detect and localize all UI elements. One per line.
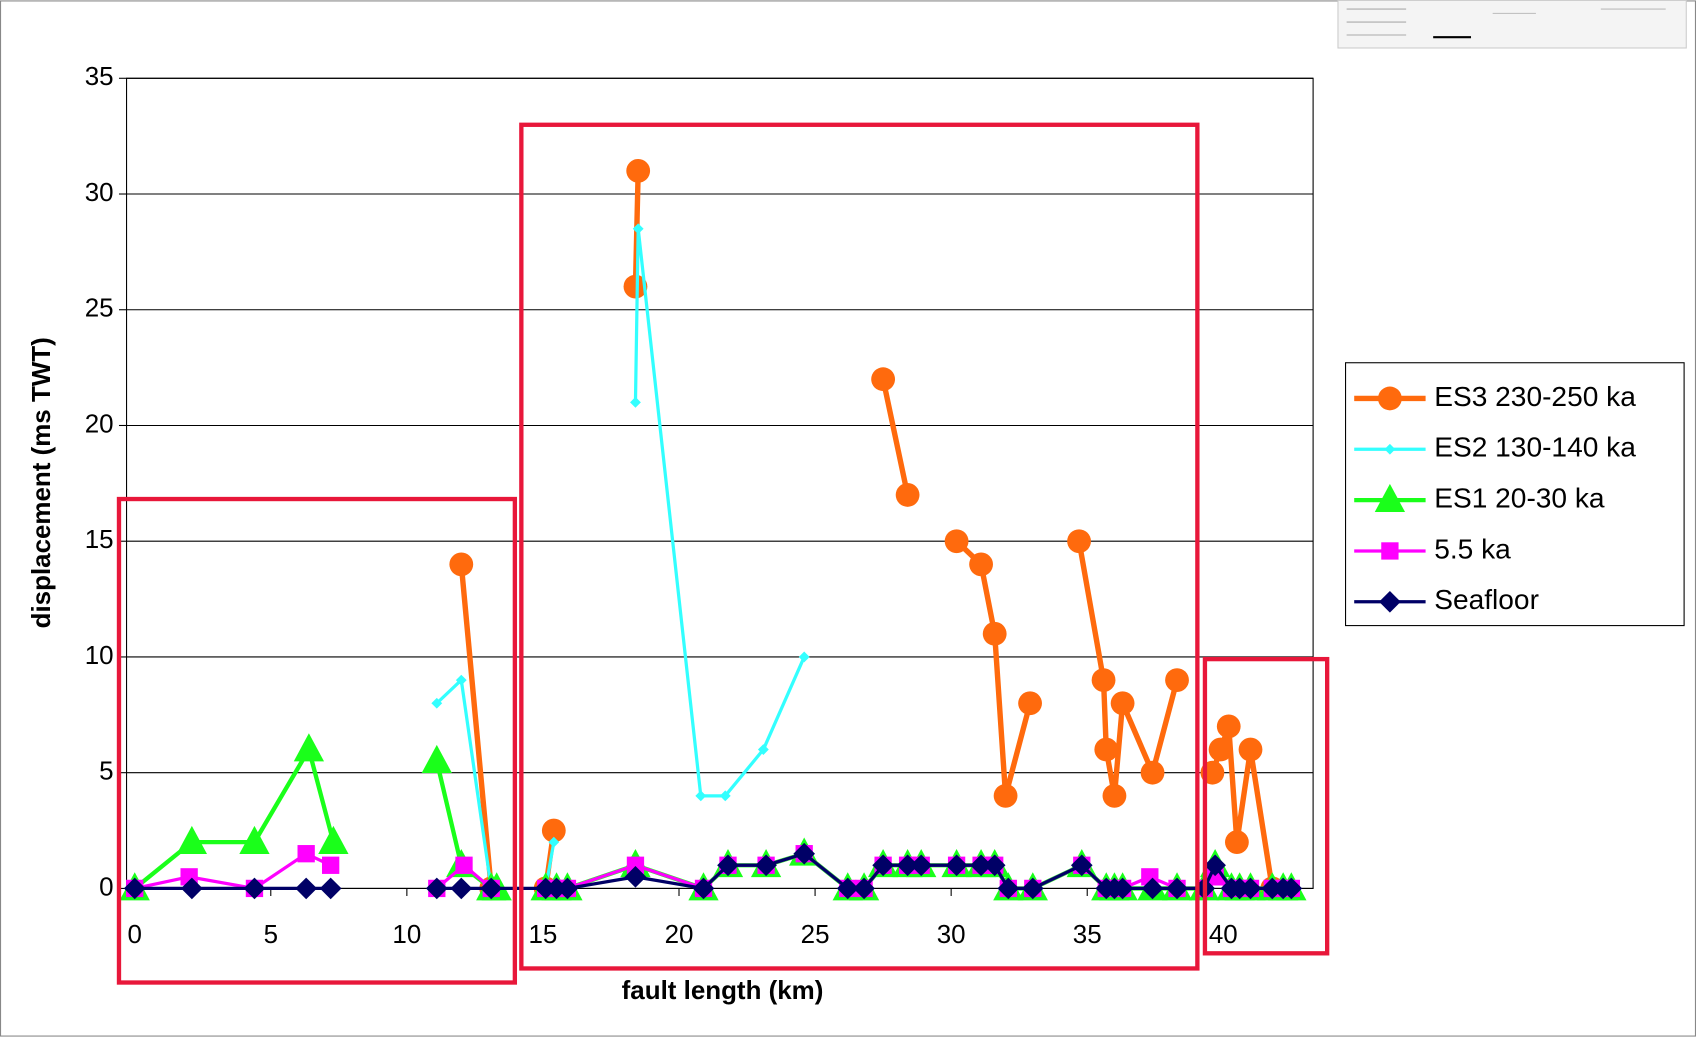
y-tick-label: 15 bbox=[85, 526, 114, 554]
y-tick-label: 35 bbox=[85, 63, 114, 91]
x-tick-label: 5 bbox=[264, 921, 278, 949]
marker bbox=[1165, 668, 1189, 692]
map-thumbnail bbox=[1338, 0, 1686, 48]
page: {"chart_data": {"type": "line", "x_label… bbox=[0, 0, 1696, 1037]
legend-label: ES1 20-30 ka bbox=[1434, 483, 1605, 514]
marker bbox=[449, 552, 473, 576]
marker bbox=[1092, 668, 1116, 692]
x-tick-label: 0 bbox=[127, 921, 141, 949]
marker bbox=[1225, 830, 1249, 854]
x-tick-label: 35 bbox=[1073, 921, 1102, 949]
marker bbox=[969, 552, 993, 576]
marker bbox=[896, 483, 920, 507]
marker bbox=[1217, 714, 1241, 738]
marker bbox=[298, 845, 315, 862]
marker bbox=[1378, 387, 1402, 411]
x-tick-label: 30 bbox=[937, 921, 966, 949]
marker bbox=[1018, 691, 1042, 715]
marker bbox=[983, 622, 1007, 646]
x-tick-label: 25 bbox=[801, 921, 830, 949]
legend-label: Seafloor bbox=[1434, 584, 1539, 615]
marker bbox=[945, 529, 969, 553]
marker bbox=[455, 857, 472, 874]
marker bbox=[1141, 761, 1165, 785]
y-tick-label: 20 bbox=[85, 410, 114, 438]
marker bbox=[1111, 691, 1135, 715]
marker bbox=[322, 857, 339, 874]
marker bbox=[1067, 529, 1091, 553]
legend-label: ES3 230-250 ka bbox=[1434, 381, 1636, 412]
x-tick-label: 40 bbox=[1209, 921, 1238, 949]
x-axis-title: fault length (km) bbox=[622, 977, 824, 1005]
y-axis-title: displacement (ms TWT) bbox=[28, 337, 56, 628]
x-tick-label: 20 bbox=[665, 921, 694, 949]
marker bbox=[1103, 784, 1127, 808]
marker bbox=[1094, 738, 1118, 762]
y-tick-label: 30 bbox=[85, 179, 114, 207]
x-tick-label: 10 bbox=[392, 921, 421, 949]
marker bbox=[1239, 738, 1263, 762]
y-tick-label: 5 bbox=[99, 758, 113, 786]
x-tick-label: 15 bbox=[529, 921, 558, 949]
y-tick-label: 25 bbox=[85, 295, 114, 323]
legend-label: ES2 130-140 ka bbox=[1434, 432, 1636, 463]
marker bbox=[1209, 738, 1233, 762]
y-tick-label: 10 bbox=[85, 642, 114, 670]
marker bbox=[626, 159, 650, 183]
plot-area bbox=[127, 78, 1314, 888]
y-tick-label: 0 bbox=[99, 873, 113, 901]
marker bbox=[1381, 542, 1398, 559]
marker bbox=[994, 784, 1018, 808]
legend-label: 5.5 ka bbox=[1434, 533, 1511, 564]
chart: fault length (km) displacement (ms TWT) … bbox=[0, 0, 1696, 1037]
marker bbox=[871, 367, 895, 391]
